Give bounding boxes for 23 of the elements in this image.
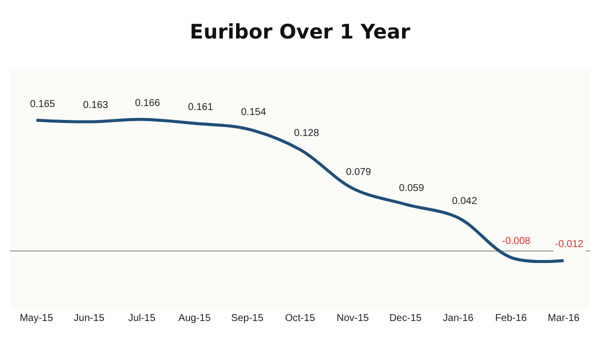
x-tick-label: Jul-15	[128, 313, 156, 324]
data-label: 0.128	[294, 128, 320, 139]
data-label: 0.079	[346, 167, 372, 178]
data-label: 0.163	[83, 100, 108, 111]
x-tick-label: Feb-16	[495, 313, 528, 324]
data-label: 0.042	[452, 196, 478, 207]
x-tick-label: Dec-15	[389, 313, 422, 324]
x-tick-label: Oct-15	[284, 313, 316, 324]
data-label: 0.165	[30, 99, 56, 110]
x-tick-label: May-15	[20, 313, 54, 324]
data-label: 0.059	[399, 183, 424, 194]
data-label: 0.154	[241, 107, 266, 118]
data-label: -0.008	[502, 236, 531, 247]
x-tick-label: Mar-16	[548, 313, 580, 324]
x-tick-label: Jan-16	[442, 313, 474, 324]
x-tick-label: Nov-15	[336, 313, 370, 324]
chart-title: Euribor Over 1 Year	[190, 20, 410, 44]
data-label: -0.012	[555, 239, 584, 250]
x-tick-label: Sep-15	[231, 313, 264, 324]
data-label: 0.161	[188, 102, 214, 113]
x-tick-label: Aug-15	[178, 313, 212, 324]
x-tick-label: Jun-15	[74, 313, 105, 324]
data-label: 0.166	[135, 98, 160, 109]
